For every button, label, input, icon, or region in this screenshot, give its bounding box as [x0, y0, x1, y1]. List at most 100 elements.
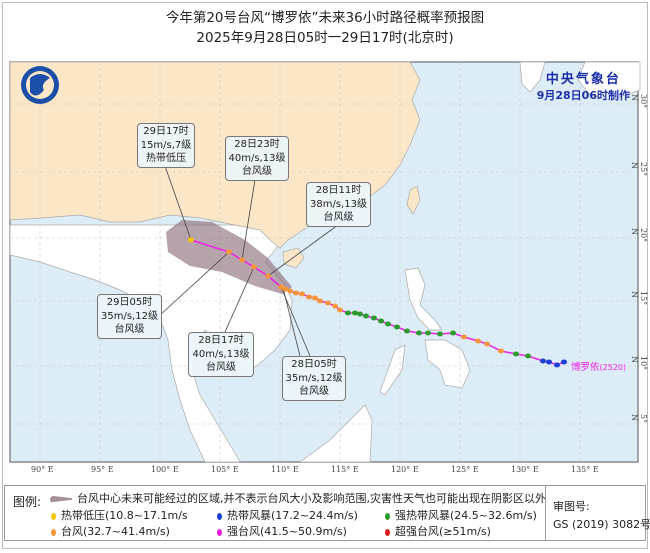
track-point: [425, 330, 431, 336]
borneo-land: [298, 404, 373, 463]
track-point: [450, 330, 456, 336]
track-point: [325, 300, 331, 306]
track-point: [265, 273, 271, 279]
legend-label: 热带风暴(17.2~24.4m/s): [227, 509, 358, 522]
lat-label: 5° N: [630, 414, 648, 424]
label-wind: 35m/s,12级: [285, 372, 343, 384]
label-time: 28日23时: [234, 139, 280, 150]
track-point: [416, 330, 422, 336]
track-point: [239, 257, 245, 263]
approval-label: 审图号:: [553, 500, 590, 513]
lat-label: 15° N: [630, 291, 648, 306]
track-point: [394, 324, 400, 330]
typhoon-name-label: 博罗依(2520): [571, 359, 626, 373]
forecast-label-29-17: 29日17时 15m/s,7级 热带低压: [137, 123, 195, 168]
label-level: 台风级: [242, 166, 272, 177]
track-point: [352, 310, 358, 316]
legend-item-ty: 台风(32.7~41.4m/s): [51, 523, 170, 539]
legend-divider: [545, 486, 546, 540]
forecast-probability-cone: [166, 220, 292, 294]
legend-item-sty: 强台风(41.5~50.9m/s): [217, 523, 347, 539]
agency-name: 中央气象台: [545, 72, 621, 87]
cone-swatch-icon: [50, 495, 72, 503]
lon-label: 90° E: [31, 465, 54, 474]
forecast-label-29-05: 29日05时 35m/s,12级 台风级: [97, 294, 162, 339]
lon-label: 125° E: [451, 465, 479, 474]
label-time: 28日05时: [291, 359, 337, 370]
track-point: [363, 313, 369, 319]
track-point: [484, 341, 490, 347]
label-time: 29日17时: [143, 126, 189, 137]
lat-label: 25° N: [630, 162, 648, 177]
leader-line: [241, 179, 256, 261]
dot-icon: [385, 512, 390, 520]
philippines-south: [379, 339, 471, 396]
dot-icon: [51, 528, 56, 536]
track-point: [554, 362, 560, 368]
approval-number: GS (2019) 3082号: [553, 518, 650, 531]
lon-label: 110° E: [271, 465, 299, 474]
cma-logo: [21, 66, 59, 104]
track-point: [404, 328, 410, 334]
forecast-track-line: [190, 239, 282, 288]
legend-box: 图例: 台风中心未来可能经过的区域,并不表示台风大小及影响范围,灾害性天气也可能…: [4, 485, 650, 541]
label-leader-lines: [159, 165, 339, 357]
lon-label: 95° E: [91, 465, 114, 474]
lon-label: 115° E: [331, 465, 359, 474]
legend-label: 强热带风暴(24.5~32.6m/s): [395, 509, 537, 522]
track-point: [546, 359, 552, 365]
legend-label: 热带低压(10.8~17.1m/s: [61, 509, 188, 522]
label-wind: 38m/s,13级: [310, 198, 367, 210]
track-point: [513, 351, 519, 357]
past-track-line: [280, 286, 565, 366]
lat-label: 10° N: [630, 356, 648, 371]
track-point: [293, 290, 299, 296]
typhoon-code: (2520): [599, 363, 627, 372]
track-point: [278, 284, 284, 290]
track-point: [306, 294, 312, 300]
forecast-label-28-11: 28日11时 38m/s,13级 台风级: [306, 182, 371, 227]
track-point: [312, 295, 318, 301]
lon-label: 100° E: [151, 465, 179, 474]
track-point: [371, 315, 377, 321]
label-wind: 40m/s,13级: [228, 152, 286, 164]
track-point: [437, 331, 443, 337]
label-wind: 35m/s,12级: [101, 310, 158, 322]
track-point: [561, 359, 567, 365]
dot-icon: [217, 512, 222, 520]
philippines-luzon: [404, 267, 443, 331]
leader-line: [282, 287, 301, 357]
forecast-label-28-23: 28日23时 40m/s,13级 台风级: [225, 136, 289, 181]
track-point: [345, 310, 351, 316]
legend-cone: 台风中心未来可能经过的区域,并不表示台风大小及影响范围,灾害性天气也可能出现在阴…: [50, 490, 546, 506]
legend-item-superty: 超强台风(≥51m/s): [385, 523, 491, 539]
legend-title: 图例:: [13, 495, 42, 509]
hainan-island: [282, 247, 305, 269]
label-time: 28日11时: [315, 185, 362, 196]
track-point: [540, 358, 546, 364]
track-point: [332, 303, 338, 309]
legend-label: 台风(32.7~41.4m/s): [61, 525, 170, 538]
taiwan-island: [406, 185, 421, 215]
legend-label: 强台风(41.5~50.9m/s): [227, 525, 347, 538]
lat-label: 20° N: [630, 228, 648, 243]
lon-label: 135° E: [571, 465, 599, 474]
forecast-label-28-05: 28日05时 35m/s,12级 台风级: [282, 356, 346, 401]
track-point: [287, 288, 293, 294]
label-level: 台风级: [114, 324, 145, 335]
track-point: [299, 291, 305, 297]
track-point: [251, 264, 257, 270]
legend-item-sts: 强热带风暴(24.5~32.6m/s): [385, 507, 537, 523]
track-point: [378, 318, 384, 324]
lon-label: 120° E: [391, 465, 419, 474]
track-point: [188, 237, 194, 243]
map-subtitle: 2025年9月28日05时一29日17时(北京时): [196, 30, 454, 46]
legend-item-ts: 热带风暴(17.2~24.4m/s): [217, 507, 358, 523]
map-title: 今年第20号台风“博罗依”未来36小时路径概率预报图: [165, 10, 485, 26]
typhoon-name: 博罗依: [571, 362, 600, 373]
forecast-label-28-17: 28日17时 40m/s,13级 台风级: [188, 332, 254, 377]
track-point: [337, 307, 343, 313]
leader-line: [267, 224, 339, 277]
lon-label: 130° E: [511, 465, 539, 474]
agency-block: 中央气象台 9月28日06时制作: [537, 68, 630, 103]
